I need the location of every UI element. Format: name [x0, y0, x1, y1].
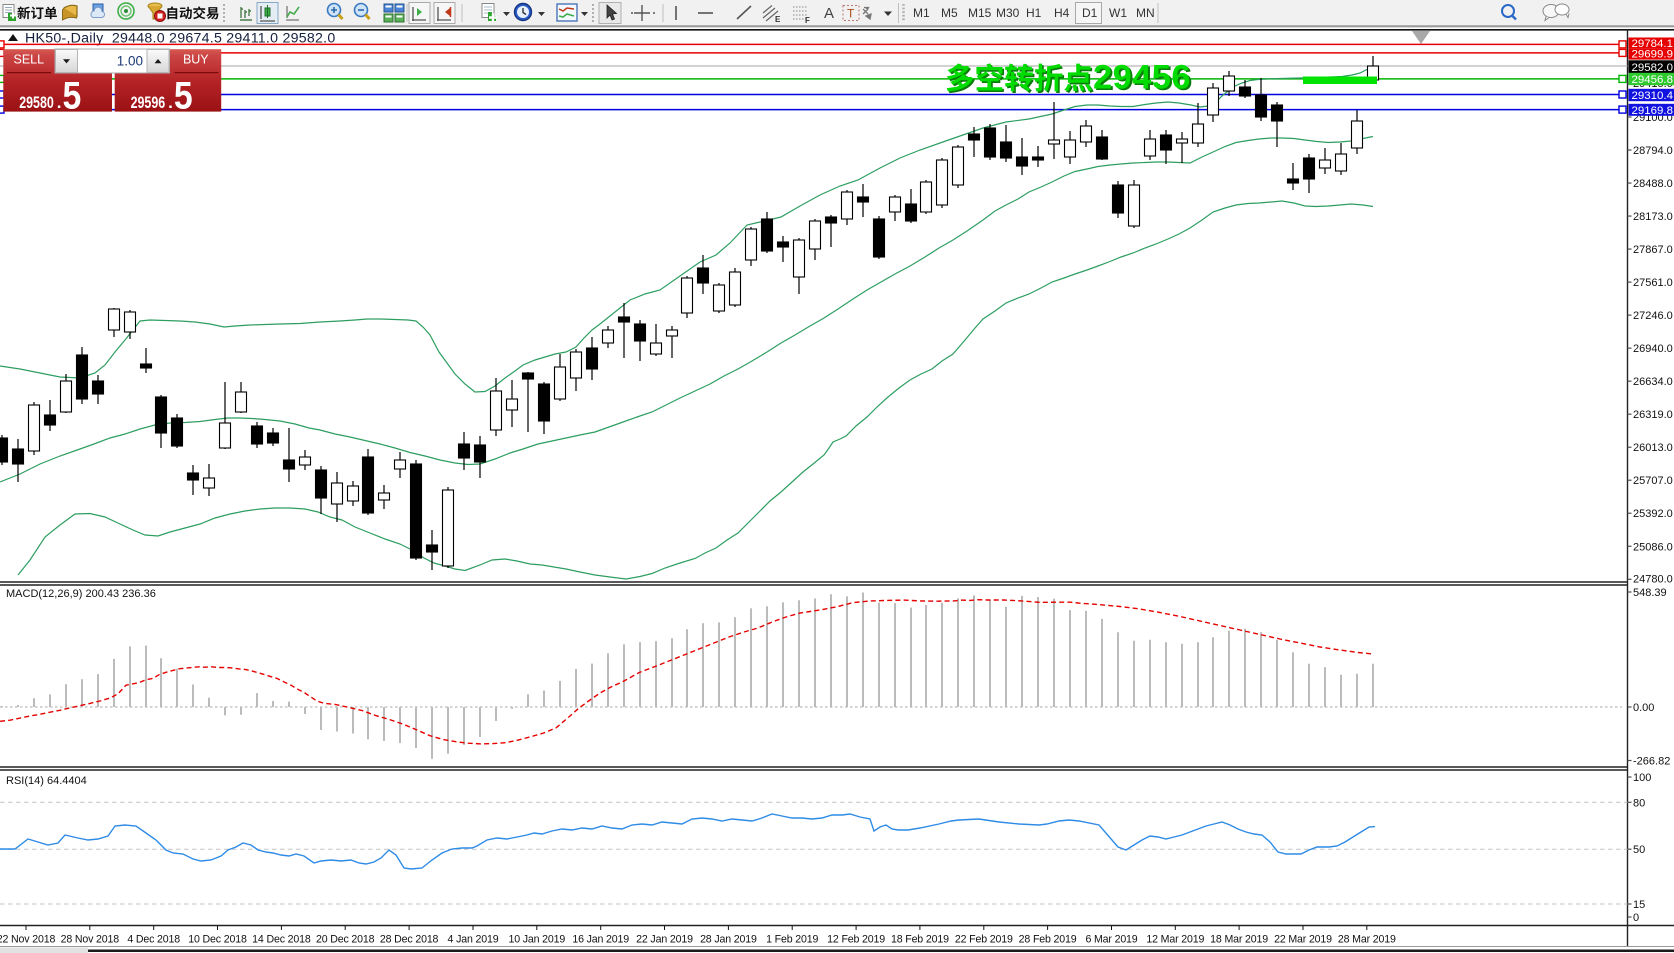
svg-text:29582.0: 29582.0	[1632, 62, 1674, 74]
svg-text:29596: 29596	[131, 94, 166, 112]
svg-text:18 Mar 2019: 18 Mar 2019	[1210, 934, 1268, 946]
svg-text:27867.0: 27867.0	[1633, 244, 1673, 256]
svg-text:22 Mar 2019: 22 Mar 2019	[1274, 934, 1332, 946]
svg-text:4 Jan 2019: 4 Jan 2019	[448, 934, 499, 946]
svg-text:28 Feb 2019: 28 Feb 2019	[1019, 934, 1077, 946]
svg-text:26319.0: 26319.0	[1633, 409, 1673, 421]
svg-text:27561.0: 27561.0	[1633, 277, 1673, 289]
svg-text:5: 5	[174, 75, 193, 118]
svg-text:M5: M5	[941, 6, 958, 20]
svg-text:12 Feb 2019: 12 Feb 2019	[827, 934, 885, 946]
svg-text:E: E	[775, 15, 781, 24]
svg-text:4 Dec 2018: 4 Dec 2018	[127, 934, 180, 946]
svg-text:.: .	[168, 93, 173, 112]
svg-text:-266.82: -266.82	[1633, 756, 1670, 768]
svg-text:H4: H4	[1054, 6, 1070, 20]
svg-text:28794.0: 28794.0	[1633, 145, 1673, 157]
svg-text:M15: M15	[968, 6, 992, 20]
svg-text:26013.0: 26013.0	[1633, 442, 1673, 454]
svg-text:29456: 29456	[1095, 60, 1193, 98]
svg-text:28 Dec 2018: 28 Dec 2018	[380, 934, 439, 946]
svg-text:22 Jan 2019: 22 Jan 2019	[636, 934, 693, 946]
svg-text:14 Dec 2018: 14 Dec 2018	[252, 934, 311, 946]
svg-text:5: 5	[63, 75, 82, 118]
svg-text:A: A	[824, 5, 834, 22]
svg-text:1 Feb 2019: 1 Feb 2019	[766, 934, 818, 946]
svg-text:29699.9: 29699.9	[1632, 49, 1674, 61]
svg-text:25707.0: 25707.0	[1633, 475, 1673, 487]
svg-text:F: F	[805, 16, 810, 25]
svg-text:12 Mar 2019: 12 Mar 2019	[1146, 934, 1204, 946]
svg-text:28173.0: 28173.0	[1633, 211, 1673, 223]
svg-text:26634.0: 26634.0	[1633, 376, 1673, 388]
svg-text:RSI(14) 64.4404: RSI(14) 64.4404	[6, 775, 87, 787]
svg-text:20 Dec 2018: 20 Dec 2018	[316, 934, 375, 946]
svg-text:10 Dec 2018: 10 Dec 2018	[188, 934, 247, 946]
svg-text:25086.0: 25086.0	[1633, 541, 1673, 553]
svg-text:SELL: SELL	[14, 53, 45, 67]
svg-text:28 Nov 2018: 28 Nov 2018	[61, 934, 120, 946]
svg-text:18 Feb 2019: 18 Feb 2019	[891, 934, 949, 946]
svg-text:28488.0: 28488.0	[1633, 178, 1673, 190]
svg-text:548.39: 548.39	[1633, 587, 1667, 599]
svg-text:29310.4: 29310.4	[1632, 90, 1674, 102]
svg-text:10 Jan 2019: 10 Jan 2019	[508, 934, 565, 946]
svg-text:.: .	[57, 93, 62, 112]
svg-text:D1: D1	[1082, 6, 1098, 20]
svg-text:29456.8: 29456.8	[1632, 74, 1674, 86]
svg-text:24780.0: 24780.0	[1633, 574, 1673, 586]
svg-text:M1: M1	[913, 6, 930, 20]
svg-text:15: 15	[1633, 899, 1645, 911]
svg-text:MACD(12,26,9) 200.43 236.36: MACD(12,26,9) 200.43 236.36	[6, 588, 156, 600]
svg-text:22 Nov 2018: 22 Nov 2018	[0, 934, 55, 946]
svg-text:0: 0	[1633, 912, 1639, 924]
svg-text:BUY: BUY	[183, 53, 209, 67]
svg-text:6 Mar 2019: 6 Mar 2019	[1085, 934, 1137, 946]
svg-text:50: 50	[1633, 844, 1645, 856]
svg-text:29456: 29456	[1093, 58, 1191, 96]
svg-text:80: 80	[1633, 797, 1645, 809]
svg-text:29580: 29580	[19, 94, 54, 112]
svg-text:W1: W1	[1109, 6, 1127, 20]
svg-text:MN: MN	[1136, 6, 1155, 20]
svg-text:29784.1: 29784.1	[1632, 38, 1674, 50]
svg-text:HK50-,Daily 29448.0 29674.5 2: HK50-,Daily 29448.0 29674.5 29411.0 2958…	[25, 31, 335, 47]
svg-text:25392.0: 25392.0	[1633, 508, 1673, 520]
svg-text:29169.8: 29169.8	[1632, 105, 1674, 117]
svg-text:27246.0: 27246.0	[1633, 310, 1673, 322]
svg-text:T: T	[847, 7, 855, 21]
svg-text:H1: H1	[1026, 6, 1042, 20]
svg-text:1.00: 1.00	[117, 54, 143, 69]
svg-text:0.00: 0.00	[1633, 702, 1654, 714]
svg-text:28 Mar 2019: 28 Mar 2019	[1338, 934, 1396, 946]
svg-text:16 Jan 2019: 16 Jan 2019	[572, 934, 629, 946]
svg-text:100: 100	[1633, 772, 1651, 784]
svg-text:26940.0: 26940.0	[1633, 343, 1673, 355]
svg-text:M30: M30	[996, 6, 1020, 20]
svg-text:28 Jan 2019: 28 Jan 2019	[700, 934, 757, 946]
svg-text:22 Feb 2019: 22 Feb 2019	[955, 934, 1013, 946]
